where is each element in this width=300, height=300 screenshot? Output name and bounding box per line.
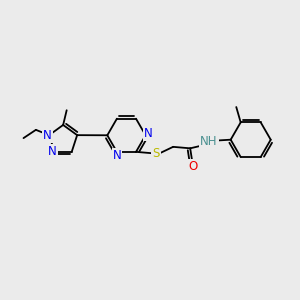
Text: NH: NH — [200, 135, 218, 148]
Text: N: N — [43, 129, 52, 142]
Text: N: N — [48, 145, 57, 158]
Text: S: S — [152, 147, 160, 160]
Text: N: N — [144, 127, 153, 140]
Text: N: N — [112, 149, 121, 162]
Text: O: O — [188, 160, 197, 173]
